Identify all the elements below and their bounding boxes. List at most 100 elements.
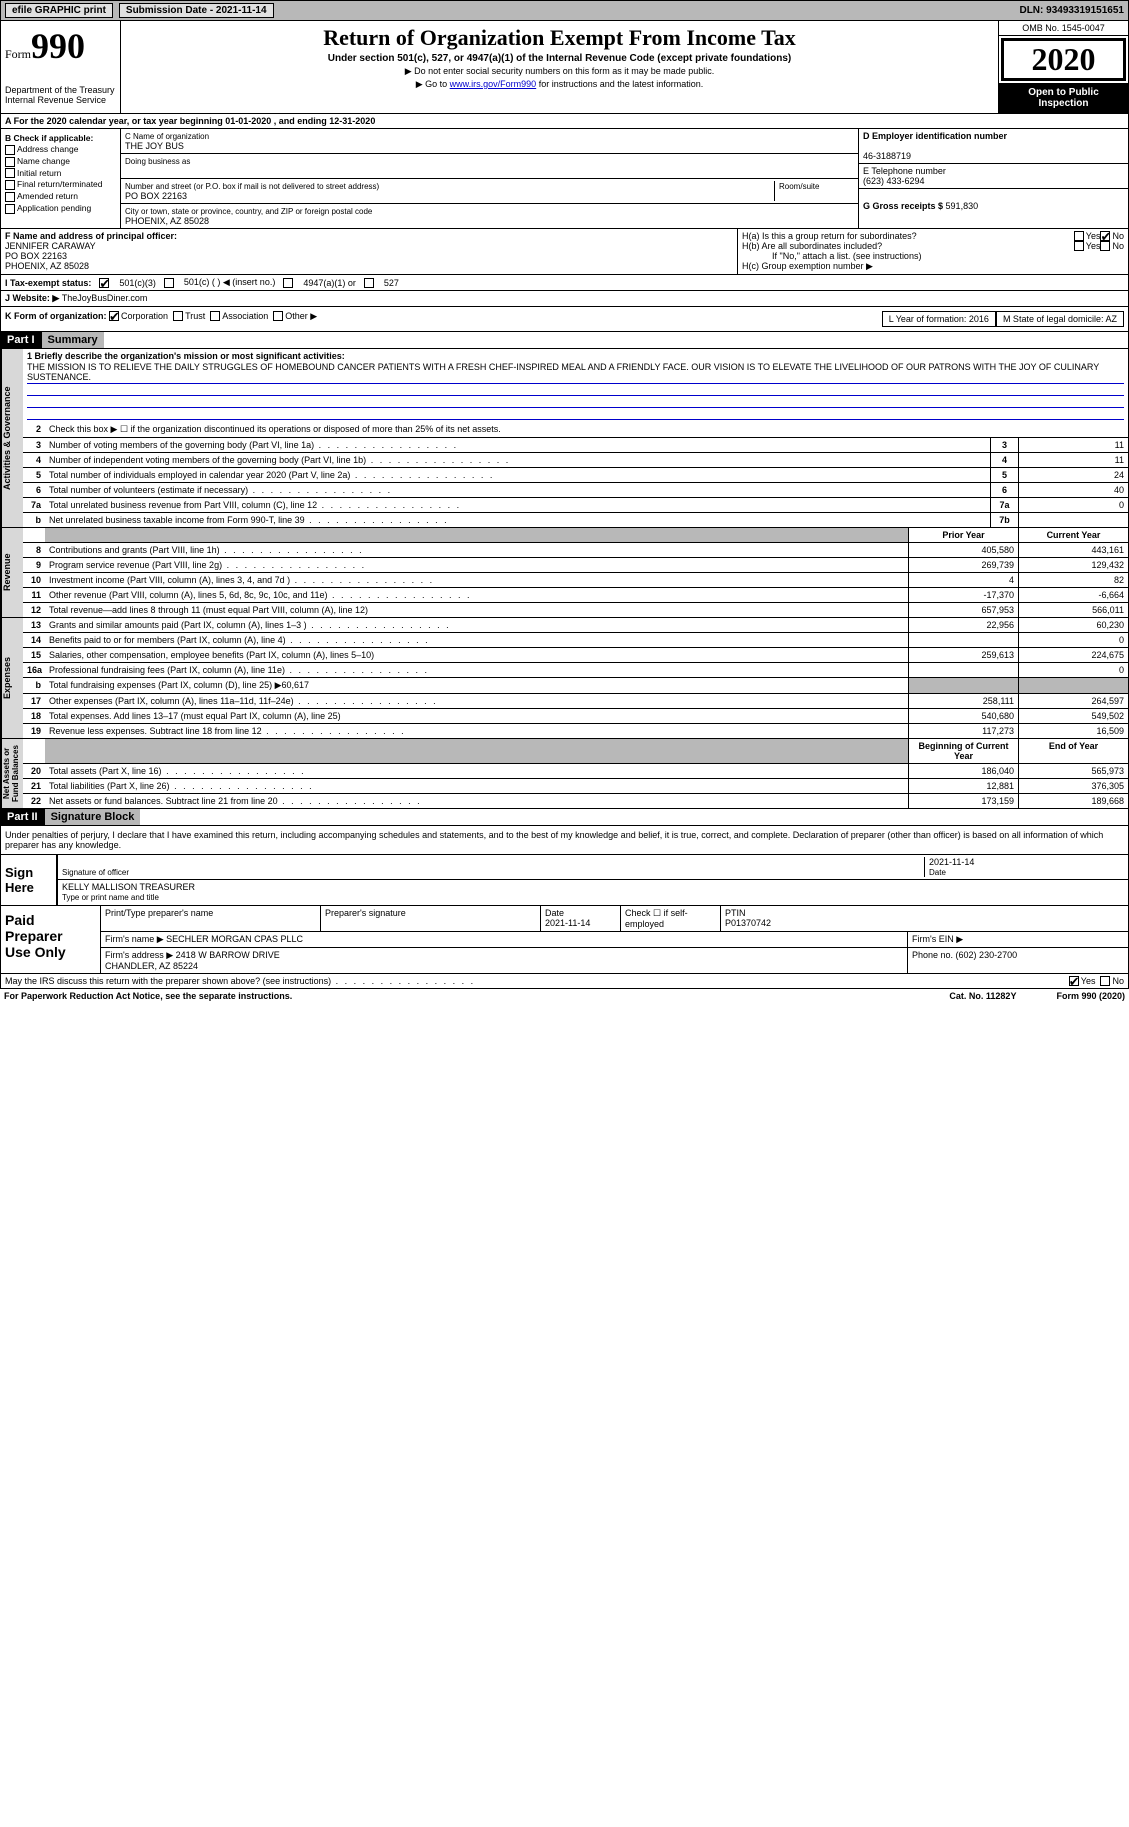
cb-hb-no[interactable] [1100, 241, 1110, 251]
l4-text: Number of independent voting members of … [45, 453, 990, 467]
cb-ha-no[interactable] [1100, 231, 1110, 241]
l9-text: Program service revenue (Part VIII, line… [45, 558, 908, 572]
ha-no: No [1112, 231, 1124, 241]
col-h: H(a) Is this a group return for subordin… [738, 229, 1128, 274]
dln-label: DLN: 93493319151651 [1019, 5, 1124, 16]
part1-hdr: Part I [1, 332, 41, 348]
cb-501c3[interactable] [99, 278, 109, 288]
prep-date-hdr: Date [545, 908, 564, 918]
b-label: B Check if applicable: [5, 133, 116, 143]
cb-discuss-no[interactable] [1100, 976, 1110, 986]
form-footer: Form 990 (2020) [1056, 991, 1125, 1001]
m-state: M State of legal domicile: AZ [996, 311, 1124, 327]
k-label: K Form of organization: [5, 311, 107, 327]
cb-initial-return[interactable] [5, 168, 15, 178]
c-name-label: C Name of organization [125, 132, 209, 141]
l15-prior: 259,613 [908, 648, 1018, 662]
l15-text: Salaries, other compensation, employee b… [45, 648, 908, 662]
prep-name-hdr: Print/Type preparer's name [101, 906, 321, 931]
lbl-501c: 501(c) ( ) ◀ (insert no.) [184, 277, 275, 288]
l22-begin: 173,159 [908, 794, 1018, 808]
cb-discuss-yes[interactable] [1069, 976, 1079, 986]
l18-curr: 549,502 [1018, 709, 1128, 723]
g-label: G Gross receipts $ [863, 201, 946, 211]
cb-4947[interactable] [283, 278, 293, 288]
part1-title: Summary [41, 332, 104, 348]
cb-name-change[interactable] [5, 157, 15, 167]
j-label: J Website: ▶ [5, 293, 59, 304]
submission-date-button[interactable]: Submission Date - 2021-11-14 [119, 3, 274, 18]
sig-name-label: Type or print name and title [62, 893, 159, 902]
cb-ha-yes[interactable] [1074, 231, 1084, 241]
officer-addr1: PO BOX 22163 [5, 251, 67, 261]
l9-prior: 269,739 [908, 558, 1018, 572]
l17-text: Other expenses (Part IX, column (A), lin… [45, 694, 908, 708]
l10-curr: 82 [1018, 573, 1128, 587]
mission-text: THE MISSION IS TO RELIEVE THE DAILY STRU… [27, 361, 1124, 384]
cb-app-pending[interactable] [5, 204, 15, 214]
cb-address-change[interactable] [5, 145, 15, 155]
lbl-address-change: Address change [17, 144, 78, 154]
l11-prior: -17,370 [908, 588, 1018, 602]
lbl-discuss-yes: Yes [1081, 976, 1096, 986]
cb-501c[interactable] [164, 278, 174, 288]
hdr-prior: Prior Year [908, 528, 1018, 542]
cb-assoc[interactable] [210, 311, 220, 321]
form-header: Form990 Department of the Treasury Inter… [0, 21, 1129, 114]
efile-print-button[interactable]: efile GRAPHIC print [5, 3, 113, 18]
lbl-initial-return: Initial return [17, 168, 61, 178]
hb-label: H(b) Are all subordinates included? [742, 241, 1074, 251]
side-governance: Activities & Governance [1, 349, 23, 527]
section-netassets: Net Assets or Fund Balances Beginning of… [0, 739, 1129, 809]
header-left: Form990 Department of the Treasury Inter… [1, 21, 121, 113]
tax-year: 2020 [1001, 38, 1126, 81]
cb-trust[interactable] [173, 311, 183, 321]
officer-name: JENNIFER CARAWAY [5, 241, 96, 251]
firm-phone-label: Phone no. [912, 950, 956, 960]
irs-link[interactable]: www.irs.gov/Form990 [450, 79, 537, 89]
form-subtitle: Under section 501(c), 527, or 4947(a)(1)… [127, 53, 992, 64]
row-a: A For the 2020 calendar year, or tax yea… [0, 114, 1129, 129]
org-name: THE JOY BUS [125, 141, 184, 151]
part1-header: Part ISummary [0, 332, 1129, 349]
l12-text: Total revenue—add lines 8 through 11 (mu… [45, 603, 908, 617]
addr-value: PO BOX 22163 [125, 191, 187, 201]
website-value: TheJoyBusDiner.com [62, 293, 148, 304]
sig-date: 2021-11-14 [929, 857, 974, 867]
lbl-other: Other ▶ [285, 311, 317, 327]
addr-label: Number and street (or P.O. box if mail i… [125, 182, 379, 191]
footer-q-text: May the IRS discuss this return with the… [5, 976, 1069, 986]
officer-addr2: PHOENIX, AZ 85028 [5, 261, 89, 271]
hb-no: No [1112, 241, 1124, 251]
l6-text: Total number of volunteers (estimate if … [45, 483, 990, 497]
block-bcd: B Check if applicable: Address change Na… [0, 129, 1129, 229]
mission-label: 1 Briefly describe the organization's mi… [27, 351, 345, 361]
row-j: J Website: ▶ TheJoyBusDiner.com [0, 291, 1129, 307]
d-label: D Employer identification number [863, 131, 1007, 141]
lbl-final-return: Final return/terminated [17, 179, 103, 189]
col-f: F Name and address of principal officer:… [1, 229, 738, 274]
i-label: I Tax-exempt status: [5, 278, 91, 288]
cb-other[interactable] [273, 311, 283, 321]
g-value: 591,830 [946, 201, 979, 211]
l5-val: 24 [1018, 468, 1128, 482]
l-year: L Year of formation: 2016 [882, 311, 996, 327]
cb-final-return[interactable] [5, 180, 15, 190]
cb-hb-yes[interactable] [1074, 241, 1084, 251]
cb-527[interactable] [364, 278, 374, 288]
l6-val: 40 [1018, 483, 1128, 497]
lbl-501c3: 501(c)(3) [119, 278, 156, 288]
omb-label: OMB No. 1545-0047 [999, 21, 1128, 36]
phone-value: (623) 433-6294 [863, 176, 925, 186]
cb-amended[interactable] [5, 192, 15, 202]
l13-curr: 60,230 [1018, 618, 1128, 632]
prep-ptin-val: P01370742 [725, 918, 771, 928]
pra-notice: For Paperwork Reduction Act Notice, see … [4, 991, 292, 1001]
goto-pre: ▶ Go to [416, 79, 450, 89]
hc-label: H(c) Group exemption number ▶ [742, 261, 1124, 272]
l17-curr: 264,597 [1018, 694, 1128, 708]
arrow-ssn: ▶ Do not enter social security numbers o… [127, 66, 992, 77]
l11-text: Other revenue (Part VIII, column (A), li… [45, 588, 908, 602]
cb-corp[interactable] [109, 311, 119, 321]
mission-blank3 [27, 408, 1124, 420]
